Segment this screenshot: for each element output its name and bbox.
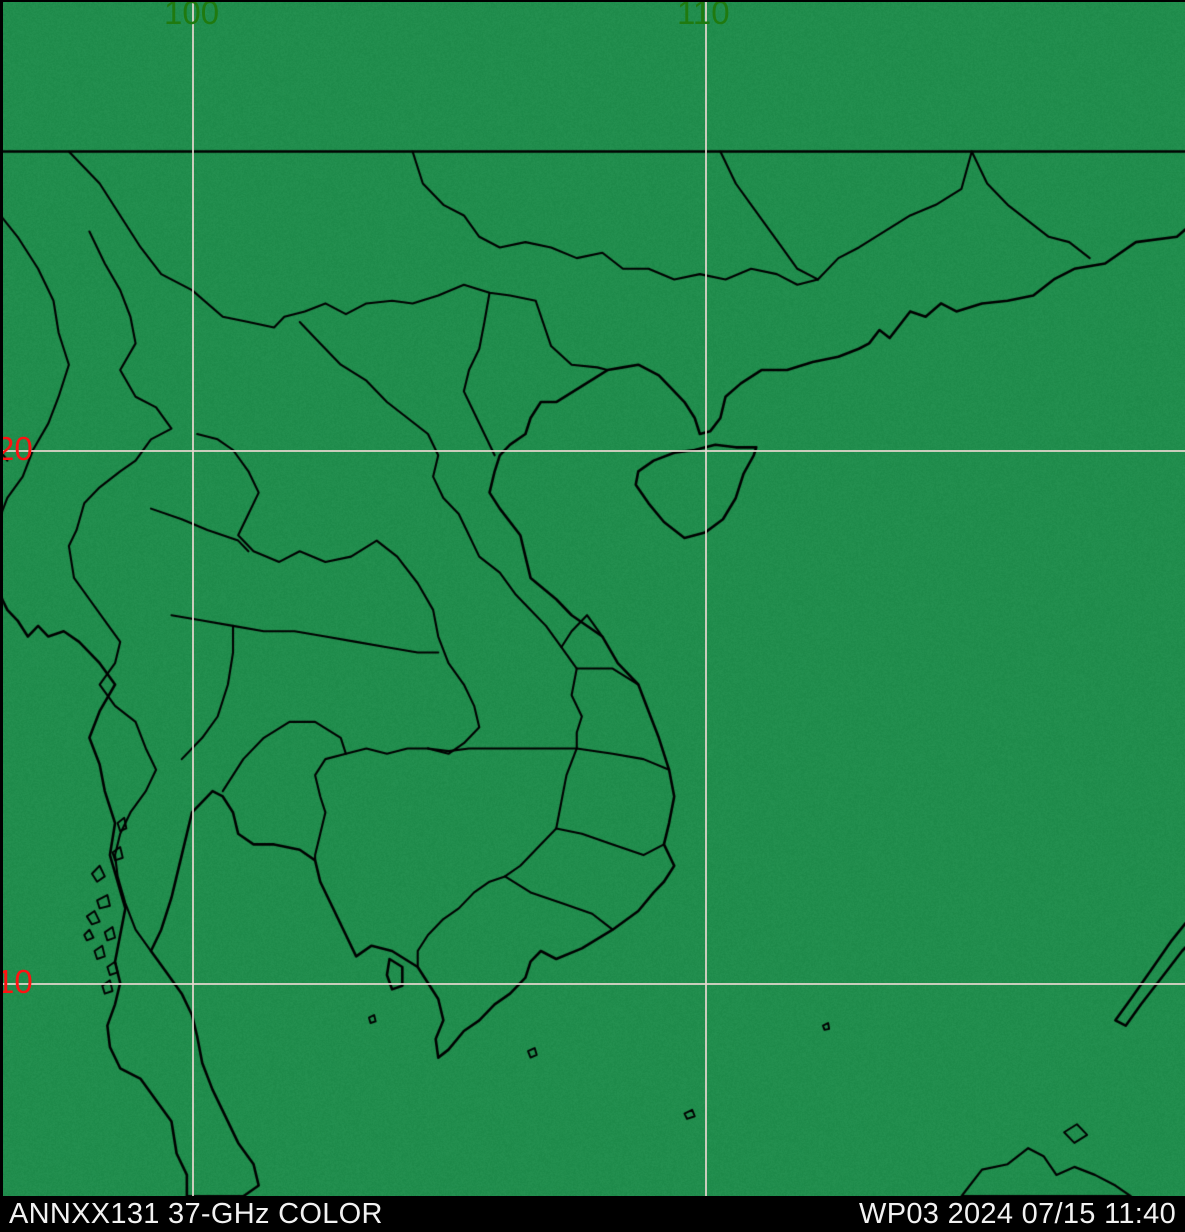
satellite-imagery-canvas <box>0 0 1185 1196</box>
product-id-caption: ANNXX131 37-GHz COLOR <box>9 1197 383 1230</box>
caption-bar: ANNXX131 37-GHz COLOR WP03 2024 07/15 11… <box>0 1196 1185 1232</box>
satellite-map-area: 100 110 20 10 <box>0 0 1185 1196</box>
storm-timestamp-caption: WP03 2024 07/15 11:40 <box>859 1197 1176 1230</box>
